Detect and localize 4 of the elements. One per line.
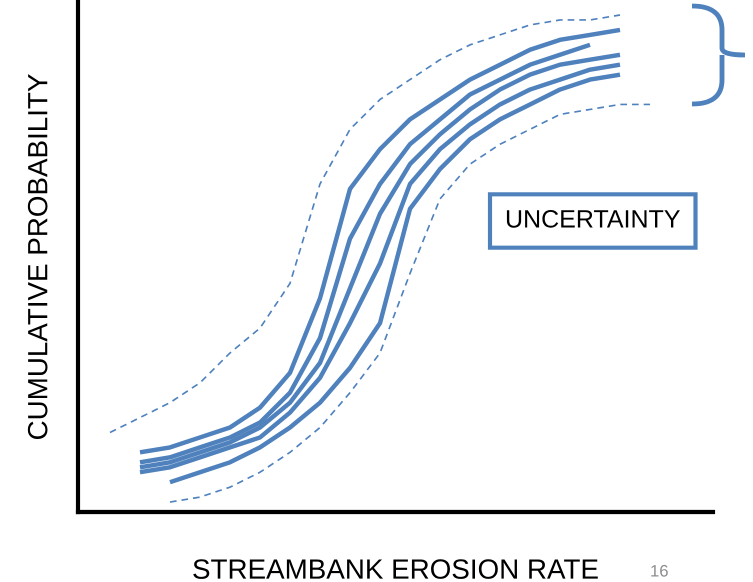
x-axis-title: STREAMBANK EROSION RATE [193, 559, 598, 579]
annotation: UNCERTAINTY [506, 210, 680, 228]
text: 16 [651, 564, 668, 577]
y-axis-title: CUMULATIVE PROBABILITY [28, 74, 48, 440]
